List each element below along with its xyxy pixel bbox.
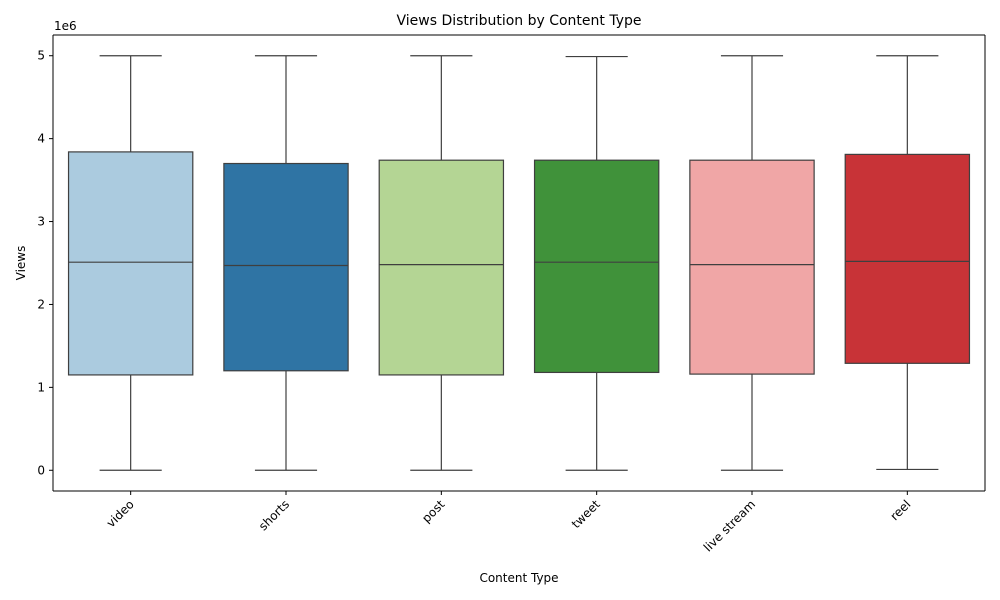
x-axis-title: Content Type xyxy=(479,571,558,585)
y-tick-label: 3 xyxy=(37,215,45,229)
box-shorts xyxy=(223,162,349,372)
box-reel xyxy=(844,153,971,364)
y-tick-label: 1 xyxy=(37,380,45,394)
chart-title: Views Distribution by Content Type xyxy=(397,13,642,29)
box-post xyxy=(378,159,505,376)
x-tick-label-reel: reel xyxy=(887,497,913,523)
y-tick-label: 5 xyxy=(37,49,45,63)
x-tick-label-tweet: tweet xyxy=(569,497,603,531)
box-tweet xyxy=(533,159,660,374)
y-tick-label: 0 xyxy=(37,463,45,477)
box-video xyxy=(67,151,194,376)
y-axis-offset-label: 1e6 xyxy=(54,19,77,33)
box-live-stream xyxy=(689,159,815,375)
x-tick-label-post: post xyxy=(419,497,447,525)
x-tick-label-shorts: shorts xyxy=(256,497,292,533)
plot-area: 0 1 2 3 4 5 video shorts post tweet live stream ree… xyxy=(37,34,986,555)
x-tick-label-live-stream: live stream xyxy=(701,497,758,554)
y-axis-title: Views xyxy=(14,246,28,281)
y-tick-label: 4 xyxy=(37,132,45,146)
x-tick-label-video: video xyxy=(104,497,137,530)
y-tick-label: 2 xyxy=(37,297,45,311)
